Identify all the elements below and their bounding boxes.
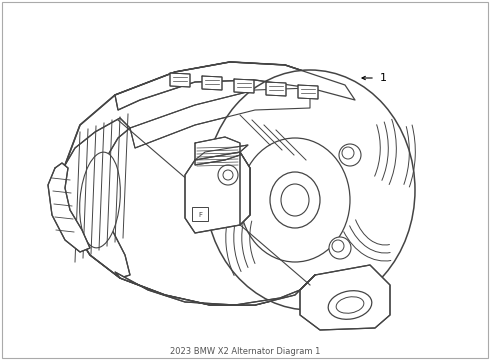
Text: 2023 BMW X2 Alternator Diagram 1: 2023 BMW X2 Alternator Diagram 1 — [170, 347, 320, 356]
Polygon shape — [185, 152, 250, 233]
Polygon shape — [48, 163, 90, 252]
Polygon shape — [170, 73, 190, 87]
Ellipse shape — [223, 170, 233, 180]
Polygon shape — [115, 272, 315, 305]
Polygon shape — [300, 265, 390, 330]
Polygon shape — [115, 62, 355, 110]
Ellipse shape — [205, 70, 415, 310]
Ellipse shape — [328, 291, 372, 319]
Polygon shape — [298, 85, 318, 99]
Ellipse shape — [329, 237, 351, 259]
FancyBboxPatch shape — [192, 207, 208, 221]
Polygon shape — [130, 88, 310, 148]
Ellipse shape — [270, 172, 320, 228]
Polygon shape — [202, 76, 222, 90]
Text: 1: 1 — [380, 73, 387, 83]
Ellipse shape — [339, 144, 361, 166]
Polygon shape — [240, 152, 250, 225]
Ellipse shape — [332, 240, 344, 252]
Ellipse shape — [342, 147, 354, 159]
Ellipse shape — [218, 165, 238, 185]
Polygon shape — [60, 118, 130, 278]
Polygon shape — [195, 145, 248, 160]
Polygon shape — [266, 82, 286, 96]
Ellipse shape — [336, 297, 364, 313]
Ellipse shape — [281, 184, 309, 216]
Polygon shape — [195, 137, 240, 165]
Ellipse shape — [80, 152, 121, 248]
Text: F: F — [198, 212, 202, 218]
Polygon shape — [60, 62, 400, 305]
Ellipse shape — [240, 138, 350, 262]
Polygon shape — [234, 79, 254, 93]
